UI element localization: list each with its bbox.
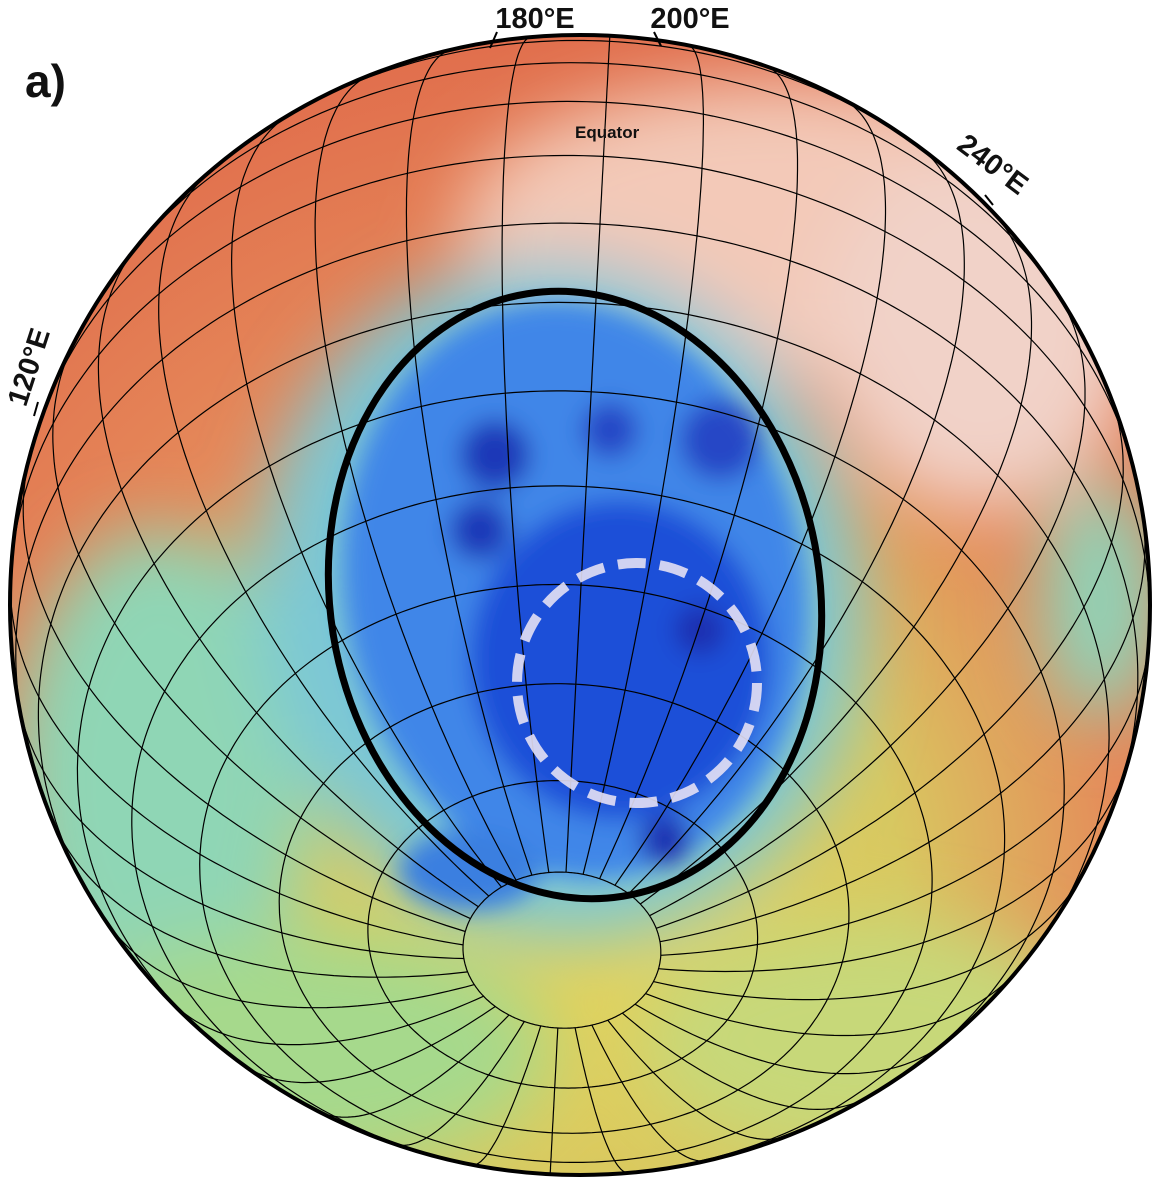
longitude-label: 200°E bbox=[650, 3, 729, 35]
map-figure: a) Equator 180°E 200°E 240°E 120°E bbox=[0, 0, 1159, 1191]
panel-label: a) bbox=[25, 55, 66, 107]
longitude-label: 180°E bbox=[495, 3, 574, 35]
equator-label: Equator bbox=[575, 123, 640, 142]
